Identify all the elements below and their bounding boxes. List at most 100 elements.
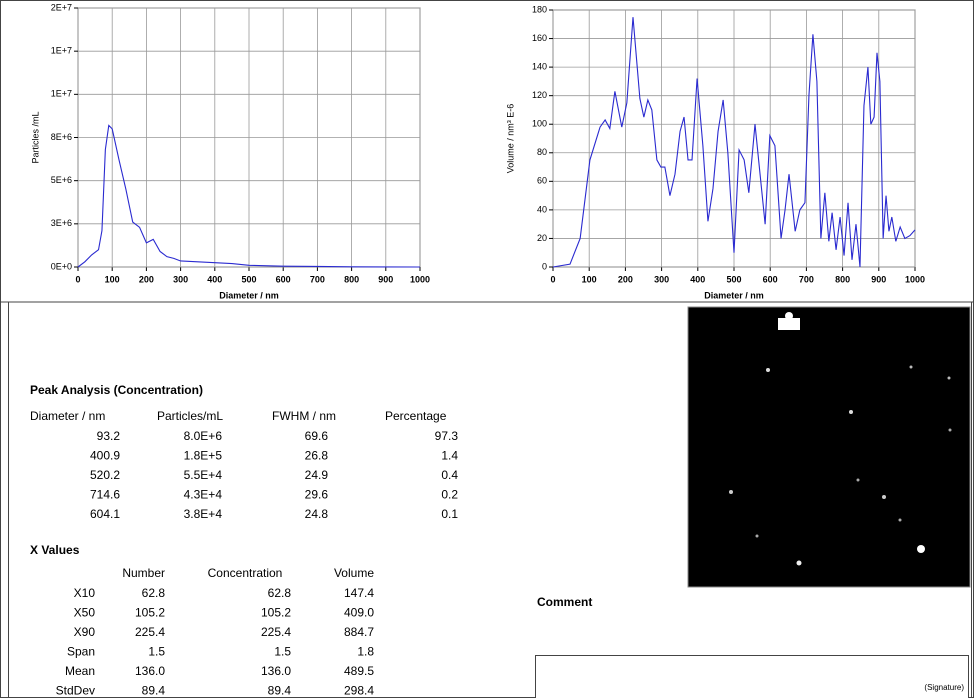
y-tick-label: 100 (532, 119, 547, 129)
x-tick-label: 700 (799, 274, 814, 284)
y-tick-label: 8E+6 (51, 132, 72, 142)
data-line (552, 17, 916, 268)
table-cell: 604.1 (90, 507, 120, 521)
y-tick-label: 40 (537, 204, 547, 214)
row-label: StdDev (56, 684, 95, 698)
y-axis-label: Particles /mL (30, 111, 40, 163)
image-spot (755, 534, 759, 538)
x-tick-label: 500 (726, 274, 741, 284)
image-spot (948, 428, 952, 432)
x-tick-label: 100 (582, 274, 597, 284)
table-cell: 62.8 (142, 586, 166, 600)
table-cell: 0.2 (441, 488, 458, 502)
table-cell: 136.0 (135, 664, 165, 678)
y-tick-label: 5E+6 (51, 175, 72, 185)
image-spot (729, 490, 733, 494)
table-cell: 1.5 (148, 645, 165, 659)
table-cell: 93.2 (97, 429, 121, 443)
table-cell: 24.8 (305, 507, 329, 521)
table-cell: 5.5E+4 (184, 468, 223, 482)
table-cell: 1.8E+5 (184, 449, 223, 463)
x-axis-label: Diameter / nm (704, 290, 764, 300)
row-label: Mean (65, 664, 95, 678)
x-tick-label: 200 (139, 274, 154, 284)
x-axis-label: Diameter / nm (219, 290, 279, 300)
table-cell: 97.3 (435, 429, 459, 443)
y-tick-label: 1E+7 (51, 46, 72, 56)
table-header: Concentration (208, 566, 283, 580)
data-line (77, 124, 421, 268)
table-cell: 714.6 (90, 488, 120, 502)
y-tick-label: 160 (532, 33, 547, 43)
y-tick-label: 60 (537, 176, 547, 186)
image-spot (766, 368, 770, 372)
y-axis-label: Volume / nm³ E-6 (505, 104, 515, 174)
image-spot (856, 478, 860, 482)
y-tick-label: 20 (537, 233, 547, 243)
table-header: Percentage (385, 409, 447, 423)
y-tick-label: 140 (532, 61, 547, 71)
row-label: X90 (74, 625, 96, 639)
table-header: Number (122, 566, 165, 580)
table-header: Volume (334, 566, 374, 580)
x-tick-label: 600 (763, 274, 778, 284)
table-cell: 1.5 (274, 645, 291, 659)
x-tick-label: 600 (276, 274, 291, 284)
table-cell: 409.0 (344, 606, 374, 620)
table-cell: 884.7 (344, 625, 374, 639)
image-spot (785, 312, 793, 320)
x-tick-label: 700 (310, 274, 325, 284)
table-cell: 105.2 (135, 606, 165, 620)
table-cell: 298.4 (344, 684, 374, 698)
image-spot (778, 318, 800, 330)
x-tick-label: 300 (173, 274, 188, 284)
table-cell: 3.8E+4 (184, 507, 223, 521)
table-cell: 26.8 (305, 449, 329, 463)
table-cell: 520.2 (90, 468, 120, 482)
table-cell: 69.6 (305, 429, 329, 443)
x-tick-label: 0 (550, 274, 555, 284)
y-tick-label: 180 (532, 4, 547, 14)
table-cell: 1.8 (357, 645, 374, 659)
signature-box (535, 655, 969, 698)
x-tick-label: 500 (241, 274, 256, 284)
image-frame (687, 306, 971, 588)
table-header: Particles/mL (157, 409, 223, 423)
table-cell: 400.9 (90, 449, 120, 463)
y-tick-label: 2E+7 (51, 2, 72, 12)
table-cell: 136.0 (261, 664, 291, 678)
table-cell: 24.9 (305, 468, 329, 482)
row-label: Span (67, 645, 95, 659)
table-cell: 489.5 (344, 664, 374, 678)
x-tick-label: 1000 (905, 274, 925, 284)
y-tick-label: 0E+0 (51, 261, 72, 271)
table-header: Diameter / nm (30, 409, 105, 423)
table-cell: 225.4 (135, 625, 165, 639)
image-spot (796, 560, 802, 566)
image-spot (882, 495, 886, 499)
table-cell: 8.0E+6 (184, 429, 223, 443)
y-tick-label: 3E+6 (51, 218, 72, 228)
y-tick-label: 120 (532, 90, 547, 100)
x-values-title: X Values (30, 543, 80, 557)
x-tick-label: 1000 (410, 274, 430, 284)
comment-label: Comment (537, 595, 592, 609)
row-label: X50 (74, 606, 96, 620)
image-spot (917, 545, 925, 553)
table-cell: 1.4 (441, 449, 458, 463)
image-spot (849, 410, 853, 414)
table-cell: 0.1 (441, 507, 458, 521)
x-tick-label: 800 (344, 274, 359, 284)
table-header: FWHM / nm (272, 409, 336, 423)
image-spot (909, 365, 913, 369)
table-cell: 29.6 (305, 488, 329, 502)
x-tick-label: 0 (75, 274, 80, 284)
table-cell: 4.3E+4 (184, 488, 223, 502)
x-tick-label: 400 (690, 274, 705, 284)
table-cell: 225.4 (261, 625, 291, 639)
x-tick-label: 900 (378, 274, 393, 284)
table-cell: 62.8 (268, 586, 292, 600)
row-label: X10 (74, 586, 96, 600)
x-tick-label: 300 (654, 274, 669, 284)
